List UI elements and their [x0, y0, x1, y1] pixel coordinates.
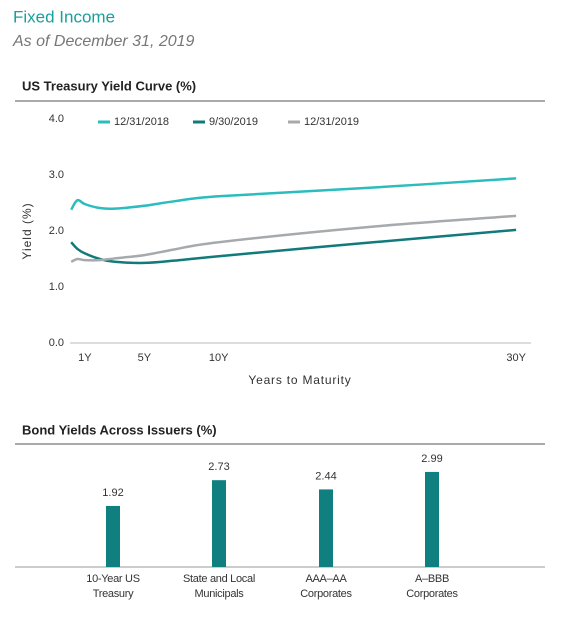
x-axis-label: Years to Maturity: [248, 373, 351, 387]
bar: [319, 489, 333, 567]
value-label: 2.44: [315, 470, 336, 482]
x-tick-label: 10Y: [209, 352, 229, 364]
page-title: Fixed Income: [13, 7, 115, 26]
y-tick-label: 2.0: [49, 225, 64, 237]
value-label: 2.99: [421, 453, 442, 465]
x-tick-label: 10-Year US Treasury: [86, 573, 140, 600]
y-tick-label: 4.0: [49, 113, 64, 125]
legend-label: 12/31/2018: [114, 116, 169, 128]
legend-label: 12/31/2019: [304, 116, 359, 128]
line-series: [70, 177, 517, 211]
value-label: 1.92: [102, 487, 123, 499]
x-tick-label: 30Y: [506, 352, 526, 364]
bar: [212, 480, 226, 567]
y-tick-label: 1.0: [49, 281, 64, 293]
x-tick-label: A–BBB Corporates: [406, 573, 458, 600]
x-tick-label: AAA–AA Corporates: [300, 573, 352, 600]
legend-label: 9/30/2019: [209, 116, 258, 128]
line-series: [70, 228, 517, 265]
y-tick-label: 0.0: [49, 337, 64, 349]
x-tick-label: 5Y: [138, 352, 152, 364]
y-axis-label: Yield (%): [20, 202, 34, 259]
y-tick-label: 3.0: [49, 169, 64, 181]
chart-title: US Treasury Yield Curve (%): [22, 78, 196, 93]
bar: [425, 471, 439, 567]
bar: [106, 505, 120, 567]
line-series: [70, 214, 517, 263]
x-tick-label: 1Y: [78, 352, 92, 364]
x-tick-label: State and Local Municipals: [183, 573, 255, 600]
page-subtitle: As of December 31, 2019: [12, 33, 195, 50]
chart-title: Bond Yields Across Issuers (%): [22, 422, 217, 437]
value-label: 2.73: [208, 461, 229, 473]
